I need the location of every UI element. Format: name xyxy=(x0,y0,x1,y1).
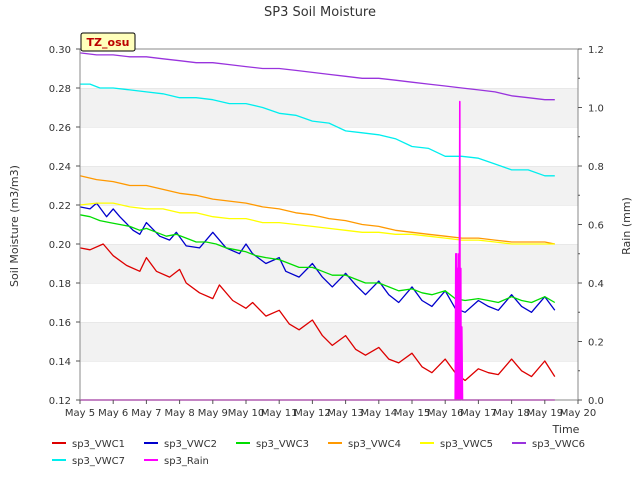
y-tick-label: 0.22 xyxy=(49,201,71,212)
y-tick-label: 0.28 xyxy=(49,84,71,95)
y-tick-label: 0.30 xyxy=(49,45,71,56)
x-tick-label: May 8 xyxy=(164,408,194,419)
grid-band xyxy=(80,88,578,127)
y2-tick-label: 1.2 xyxy=(588,45,604,56)
y-tick-label: 0.18 xyxy=(49,279,71,290)
x-tick-label: May 18 xyxy=(493,408,530,419)
legend-label: sp3_VWC4 xyxy=(348,439,401,450)
series-line-sp3_VWC1 xyxy=(79,243,556,382)
x-tick-label: May 5 xyxy=(65,408,95,419)
y2-axis-label: Rain (mm) xyxy=(620,197,633,255)
background-bands xyxy=(80,48,578,400)
legend: sp3_VWC1 sp3_VWC2 sp3_VWC3 sp3_VWC4 sp3_VWC5… xyxy=(52,439,585,467)
y2-tick-label: 0.8 xyxy=(588,162,604,173)
x-tick-label: May 17 xyxy=(460,408,497,419)
grid-band xyxy=(80,49,578,88)
legend-label: sp3_VWC5 xyxy=(440,439,493,450)
right-axis-ticks: 0.0 0.2 0.4 0.6 0.8 1.0 1.2 xyxy=(578,45,604,407)
x-axis-label: Time xyxy=(552,423,580,436)
y-tick-label: 0.24 xyxy=(49,162,71,173)
grid-band xyxy=(80,127,578,166)
legend-label: sp3_VWC1 xyxy=(72,439,125,450)
site-badge-box xyxy=(80,32,136,52)
legend-label: sp3_VWC3 xyxy=(256,439,309,450)
y-tick-label: 0.20 xyxy=(49,240,71,251)
x-tick-label: May 9 xyxy=(198,408,228,419)
y2-tick-label: 1.0 xyxy=(588,104,604,115)
x-tick-label: May 20 xyxy=(560,408,597,419)
y-axis-label: Soil Moisture (m3/m3) xyxy=(8,165,21,287)
x-tick-label: May 15 xyxy=(394,408,431,419)
grid-band xyxy=(80,361,578,400)
y2-tick-label: 0.4 xyxy=(588,279,604,290)
site-badge: TZ_osu xyxy=(80,32,136,52)
series-line-sp3_VWC4 xyxy=(79,175,555,245)
x-tick-label: May 12 xyxy=(294,408,331,419)
series-line-sp3_VWC6 xyxy=(79,52,555,101)
series-line-sp3_VWC3 xyxy=(79,214,556,304)
x-tick-label: May 10 xyxy=(228,408,265,419)
grid-band xyxy=(80,205,578,244)
grid-band xyxy=(80,283,578,322)
legend-label: sp3_VWC2 xyxy=(164,439,217,450)
y-tick-label: 0.12 xyxy=(49,396,71,407)
left-axis-ticks: 0.12 0.14 0.16 0.18 0.20 0.22 0.24 0.26 0.28 0.30 xyxy=(49,45,80,407)
site-badge-label: TZ_osu xyxy=(87,36,130,49)
x-tick-label: May 7 xyxy=(131,408,161,419)
legend-label: sp3_VWC7 xyxy=(72,456,125,467)
x-tick-label: May 14 xyxy=(361,408,398,419)
y-tick-label: 0.26 xyxy=(49,123,71,134)
y-tick-label: 0.16 xyxy=(49,318,71,329)
y2-tick-label: 0.0 xyxy=(588,396,604,407)
series-line-sp3_VWC7 xyxy=(80,83,555,177)
legend-label: sp3_Rain xyxy=(164,456,209,467)
legend-label: sp3_VWC6 xyxy=(532,439,585,450)
x-tick-label: May 6 xyxy=(98,408,128,419)
y2-tick-label: 0.6 xyxy=(588,221,604,232)
grid-band xyxy=(80,166,578,205)
grid-band xyxy=(80,244,578,283)
x-tick-label: May 11 xyxy=(261,408,298,419)
y2-tick-label: 0.2 xyxy=(588,338,604,349)
x-tick-label: May 19 xyxy=(527,408,564,419)
chart-title: SP3 Soil Moisture xyxy=(264,5,376,20)
x-tick-label: May 16 xyxy=(427,408,464,419)
y-tick-label: 0.14 xyxy=(49,357,71,368)
series-line-sp3_VWC2 xyxy=(79,202,556,313)
x-tick-label: May 13 xyxy=(327,408,364,419)
series-line-sp3_VWC5 xyxy=(79,202,555,245)
